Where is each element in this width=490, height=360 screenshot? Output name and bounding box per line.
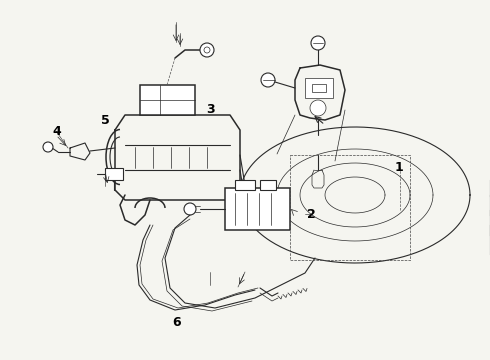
Bar [235, 180, 255, 190]
Bar [260, 180, 276, 190]
Circle shape [184, 203, 196, 215]
Bar [140, 85, 195, 115]
Bar [225, 188, 290, 230]
Circle shape [43, 142, 53, 152]
Text: 3: 3 [206, 103, 215, 116]
Text: 6: 6 [172, 316, 181, 329]
Text: 4: 4 [52, 125, 61, 138]
Circle shape [200, 43, 214, 57]
Text: 1: 1 [395, 161, 404, 174]
Bar [305, 78, 333, 98]
Bar [105, 168, 123, 180]
Circle shape [261, 73, 275, 87]
Circle shape [311, 36, 325, 50]
Circle shape [310, 100, 326, 116]
Bar [290, 155, 410, 260]
Bar [312, 84, 326, 92]
Text: 2: 2 [307, 208, 316, 221]
Circle shape [204, 47, 210, 53]
Text: 5: 5 [101, 114, 110, 127]
